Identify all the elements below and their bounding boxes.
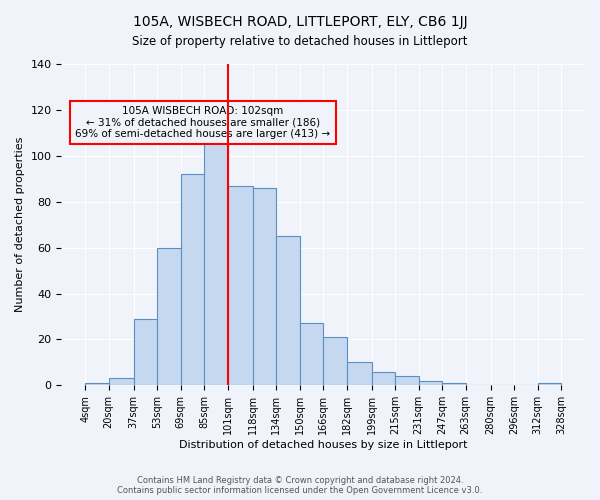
- Bar: [419, 381, 442, 386]
- X-axis label: Distribution of detached houses by size in Littleport: Distribution of detached houses by size …: [179, 440, 467, 450]
- Bar: [347, 362, 371, 386]
- Bar: [276, 236, 299, 386]
- Bar: [204, 135, 228, 386]
- Text: Size of property relative to detached houses in Littleport: Size of property relative to detached ho…: [132, 35, 468, 48]
- Text: 105A, WISBECH ROAD, LITTLEPORT, ELY, CB6 1JJ: 105A, WISBECH ROAD, LITTLEPORT, ELY, CB6…: [133, 15, 467, 29]
- Y-axis label: Number of detached properties: Number of detached properties: [15, 137, 25, 312]
- Bar: [538, 383, 561, 386]
- Bar: [323, 337, 347, 386]
- Bar: [228, 186, 253, 386]
- Bar: [157, 248, 181, 386]
- Bar: [442, 383, 466, 386]
- Bar: [371, 372, 395, 386]
- Bar: [85, 383, 109, 386]
- Bar: [395, 376, 419, 386]
- Text: Contains public sector information licensed under the Open Government Licence v3: Contains public sector information licen…: [118, 486, 482, 495]
- Bar: [299, 324, 323, 386]
- Bar: [134, 319, 157, 386]
- Text: 105A WISBECH ROAD: 102sqm
← 31% of detached houses are smaller (186)
69% of semi: 105A WISBECH ROAD: 102sqm ← 31% of detac…: [75, 106, 331, 139]
- Bar: [109, 378, 134, 386]
- Bar: [181, 174, 204, 386]
- Text: Contains HM Land Registry data © Crown copyright and database right 2024.: Contains HM Land Registry data © Crown c…: [137, 476, 463, 485]
- Bar: [253, 188, 276, 386]
